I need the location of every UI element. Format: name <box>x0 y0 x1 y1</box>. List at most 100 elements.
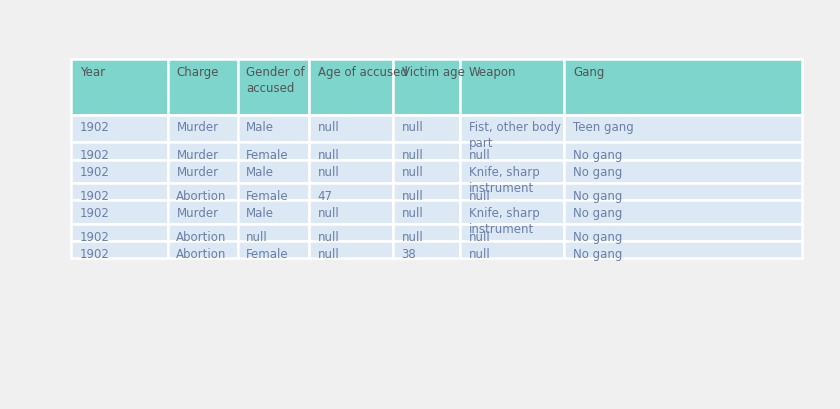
Text: null: null <box>469 231 491 244</box>
FancyBboxPatch shape <box>309 142 393 160</box>
Text: null: null <box>318 231 339 244</box>
Text: Female: Female <box>246 248 289 261</box>
Text: Fist, other body
part: Fist, other body part <box>469 121 561 150</box>
FancyBboxPatch shape <box>309 200 393 224</box>
Text: Age of accused: Age of accused <box>318 66 407 79</box>
Text: null: null <box>402 190 423 203</box>
FancyBboxPatch shape <box>168 224 238 241</box>
Text: No gang: No gang <box>573 149 622 162</box>
FancyBboxPatch shape <box>393 115 460 142</box>
Text: Knife, sharp
instrument: Knife, sharp instrument <box>469 166 539 195</box>
Text: No gang: No gang <box>573 231 622 244</box>
Text: 47: 47 <box>318 190 333 203</box>
FancyBboxPatch shape <box>564 59 802 115</box>
Text: 1902: 1902 <box>80 248 110 261</box>
FancyBboxPatch shape <box>168 160 238 183</box>
FancyBboxPatch shape <box>460 160 564 183</box>
FancyBboxPatch shape <box>309 183 393 200</box>
Text: null: null <box>402 166 423 179</box>
FancyBboxPatch shape <box>168 115 238 142</box>
Text: Abortion: Abortion <box>176 248 227 261</box>
FancyBboxPatch shape <box>564 115 802 142</box>
FancyBboxPatch shape <box>238 224 309 241</box>
Text: Female: Female <box>246 190 289 203</box>
FancyBboxPatch shape <box>238 241 309 258</box>
Text: null: null <box>318 121 339 134</box>
FancyBboxPatch shape <box>393 142 460 160</box>
FancyBboxPatch shape <box>168 241 238 258</box>
FancyBboxPatch shape <box>71 59 168 115</box>
FancyBboxPatch shape <box>238 200 309 224</box>
Text: null: null <box>318 248 339 261</box>
FancyBboxPatch shape <box>309 224 393 241</box>
FancyBboxPatch shape <box>309 59 393 115</box>
FancyBboxPatch shape <box>393 224 460 241</box>
FancyBboxPatch shape <box>238 142 309 160</box>
FancyBboxPatch shape <box>238 59 309 115</box>
Text: Gender of
accused: Gender of accused <box>246 66 305 95</box>
FancyBboxPatch shape <box>460 241 564 258</box>
FancyBboxPatch shape <box>460 200 564 224</box>
Text: Murder: Murder <box>176 166 218 179</box>
FancyBboxPatch shape <box>564 160 802 183</box>
FancyBboxPatch shape <box>71 142 168 160</box>
FancyBboxPatch shape <box>460 142 564 160</box>
Text: null: null <box>402 207 423 220</box>
FancyBboxPatch shape <box>393 160 460 183</box>
Text: 1902: 1902 <box>80 121 110 134</box>
Text: 1902: 1902 <box>80 149 110 162</box>
Text: Abortion: Abortion <box>176 231 227 244</box>
Text: No gang: No gang <box>573 248 622 261</box>
FancyBboxPatch shape <box>564 224 802 241</box>
FancyBboxPatch shape <box>309 160 393 183</box>
FancyBboxPatch shape <box>393 241 460 258</box>
Text: Victim age: Victim age <box>402 66 465 79</box>
FancyBboxPatch shape <box>71 200 168 224</box>
Text: 1902: 1902 <box>80 166 110 179</box>
FancyBboxPatch shape <box>564 241 802 258</box>
Text: Knife, sharp
instrument: Knife, sharp instrument <box>469 207 539 236</box>
Text: Male: Male <box>246 166 274 179</box>
Text: Charge: Charge <box>176 66 219 79</box>
Text: Murder: Murder <box>176 121 218 134</box>
Text: Murder: Murder <box>176 207 218 220</box>
Text: 38: 38 <box>402 248 417 261</box>
Text: Weapon: Weapon <box>469 66 517 79</box>
FancyBboxPatch shape <box>238 183 309 200</box>
Text: null: null <box>318 207 339 220</box>
FancyBboxPatch shape <box>168 142 238 160</box>
FancyBboxPatch shape <box>460 115 564 142</box>
FancyBboxPatch shape <box>393 183 460 200</box>
Text: null: null <box>318 149 339 162</box>
Text: null: null <box>402 149 423 162</box>
Text: 1902: 1902 <box>80 231 110 244</box>
Text: null: null <box>402 121 423 134</box>
FancyBboxPatch shape <box>309 241 393 258</box>
FancyBboxPatch shape <box>564 200 802 224</box>
FancyBboxPatch shape <box>564 183 802 200</box>
FancyBboxPatch shape <box>168 59 238 115</box>
FancyBboxPatch shape <box>71 224 168 241</box>
FancyBboxPatch shape <box>460 183 564 200</box>
Text: null: null <box>402 231 423 244</box>
Text: No gang: No gang <box>573 166 622 179</box>
Text: null: null <box>469 149 491 162</box>
Text: Male: Male <box>246 121 274 134</box>
FancyBboxPatch shape <box>71 183 168 200</box>
Text: No gang: No gang <box>573 190 622 203</box>
Text: Abortion: Abortion <box>176 190 227 203</box>
FancyBboxPatch shape <box>71 115 168 142</box>
Text: Year: Year <box>80 66 105 79</box>
FancyBboxPatch shape <box>393 59 460 115</box>
Text: Teen gang: Teen gang <box>573 121 633 134</box>
Text: null: null <box>469 248 491 261</box>
Text: null: null <box>469 190 491 203</box>
FancyBboxPatch shape <box>71 160 168 183</box>
Text: Gang: Gang <box>573 66 604 79</box>
FancyBboxPatch shape <box>460 59 564 115</box>
FancyBboxPatch shape <box>238 160 309 183</box>
Text: Female: Female <box>246 149 289 162</box>
Text: null: null <box>246 231 268 244</box>
FancyBboxPatch shape <box>238 115 309 142</box>
Text: Murder: Murder <box>176 149 218 162</box>
